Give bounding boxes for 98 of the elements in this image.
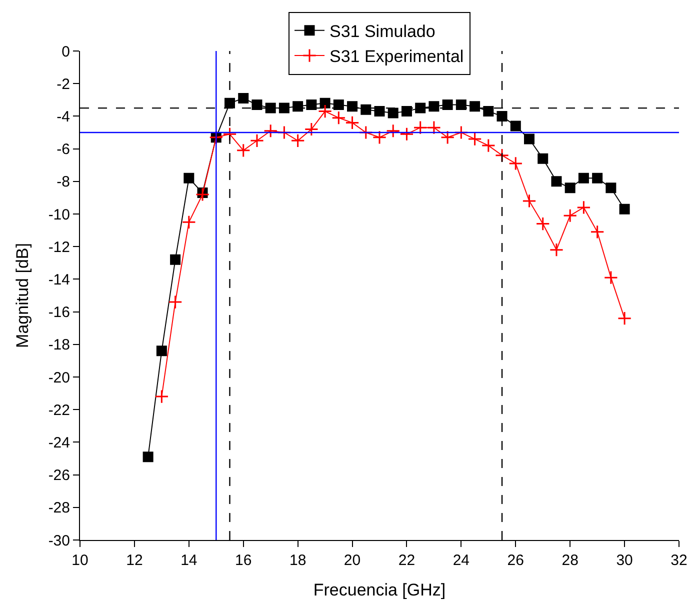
point bbox=[468, 132, 482, 146]
point bbox=[252, 100, 262, 110]
x-tick-label: 14 bbox=[180, 552, 198, 569]
point bbox=[360, 104, 372, 115]
point bbox=[619, 204, 630, 214]
point bbox=[182, 215, 196, 230]
point bbox=[278, 102, 290, 114]
point bbox=[483, 106, 494, 117]
x-tick-label: 16 bbox=[235, 552, 252, 569]
point bbox=[358, 125, 373, 140]
point bbox=[265, 102, 276, 114]
x-tick-label: 22 bbox=[398, 552, 416, 569]
y-tick-label: -26 bbox=[48, 467, 70, 484]
point bbox=[332, 110, 346, 125]
point bbox=[428, 101, 440, 112]
point bbox=[606, 182, 616, 194]
x-tick-label: 24 bbox=[452, 552, 470, 569]
point bbox=[400, 127, 414, 142]
point bbox=[304, 122, 318, 136]
point bbox=[374, 106, 385, 117]
y-tick-label: -28 bbox=[48, 500, 70, 517]
x-tick-label: 32 bbox=[670, 552, 688, 569]
point bbox=[510, 120, 521, 132]
point bbox=[345, 116, 360, 130]
point bbox=[618, 311, 632, 326]
point bbox=[494, 148, 510, 162]
y-tick-label: -10 bbox=[48, 206, 70, 224]
point bbox=[536, 216, 550, 231]
y-tick-label: -8 bbox=[56, 174, 70, 191]
y-tick-label: -24 bbox=[48, 434, 70, 452]
point bbox=[388, 108, 398, 118]
point bbox=[604, 270, 618, 285]
point bbox=[250, 134, 264, 148]
y-tick-label: -18 bbox=[48, 336, 70, 354]
y-tick-label: -22 bbox=[48, 402, 70, 419]
y-tick-label: 0 bbox=[62, 43, 70, 60]
point bbox=[496, 110, 508, 122]
point bbox=[236, 143, 250, 158]
point bbox=[292, 101, 304, 112]
y-tick-label: -4 bbox=[56, 108, 70, 126]
point bbox=[456, 100, 466, 110]
point bbox=[415, 102, 426, 114]
point bbox=[320, 98, 330, 108]
point bbox=[386, 124, 400, 138]
y-tick-label: -14 bbox=[48, 271, 70, 288]
x-tick-label: 10 bbox=[72, 552, 88, 569]
point bbox=[372, 130, 387, 144]
point bbox=[238, 93, 249, 104]
y-axis-title: Magnitud [dB] bbox=[12, 243, 32, 348]
y-tick-label: -12 bbox=[48, 238, 70, 256]
point bbox=[277, 125, 292, 140]
point bbox=[333, 100, 344, 110]
point bbox=[454, 125, 468, 140]
y-tick-label: -2 bbox=[56, 76, 70, 93]
x-tick-label: 12 bbox=[126, 552, 143, 569]
x-tick-label: 28 bbox=[562, 552, 578, 569]
point bbox=[590, 224, 604, 239]
point bbox=[442, 100, 453, 110]
y-tick-label: -6 bbox=[56, 141, 70, 158]
point bbox=[592, 172, 603, 184]
x-tick-label: 30 bbox=[616, 552, 633, 569]
point bbox=[306, 100, 317, 110]
point bbox=[576, 200, 591, 215]
point bbox=[440, 130, 455, 144]
y-tick-label: -30 bbox=[48, 532, 70, 550]
point bbox=[154, 390, 169, 404]
point bbox=[184, 172, 194, 184]
point bbox=[508, 156, 523, 171]
point bbox=[318, 104, 332, 118]
point bbox=[564, 182, 576, 194]
point bbox=[168, 294, 182, 310]
point bbox=[426, 120, 441, 135]
point bbox=[481, 138, 496, 153]
legend-label: S31 Experimental bbox=[330, 47, 464, 66]
point bbox=[549, 242, 564, 257]
x-tick-label: 18 bbox=[289, 552, 306, 569]
point bbox=[142, 452, 154, 462]
point bbox=[413, 120, 428, 135]
point bbox=[195, 187, 210, 202]
point bbox=[551, 176, 562, 187]
point bbox=[470, 101, 480, 112]
point bbox=[347, 101, 358, 112]
point bbox=[524, 134, 534, 144]
point bbox=[522, 194, 536, 208]
x-tick-label: 20 bbox=[344, 552, 361, 569]
legend-label: S31 Simulado bbox=[330, 22, 436, 42]
point bbox=[401, 106, 412, 117]
x-tick-label: 26 bbox=[507, 552, 524, 569]
point bbox=[538, 153, 548, 164]
point bbox=[170, 254, 181, 265]
point bbox=[264, 124, 278, 138]
point bbox=[578, 172, 589, 184]
x-axis-title: Frecuencia [GHz] bbox=[313, 580, 446, 600]
point bbox=[563, 208, 578, 223]
point bbox=[156, 346, 167, 356]
y-tick-label: -20 bbox=[48, 369, 70, 386]
point bbox=[290, 134, 305, 148]
y-tick-label: -16 bbox=[48, 304, 70, 322]
